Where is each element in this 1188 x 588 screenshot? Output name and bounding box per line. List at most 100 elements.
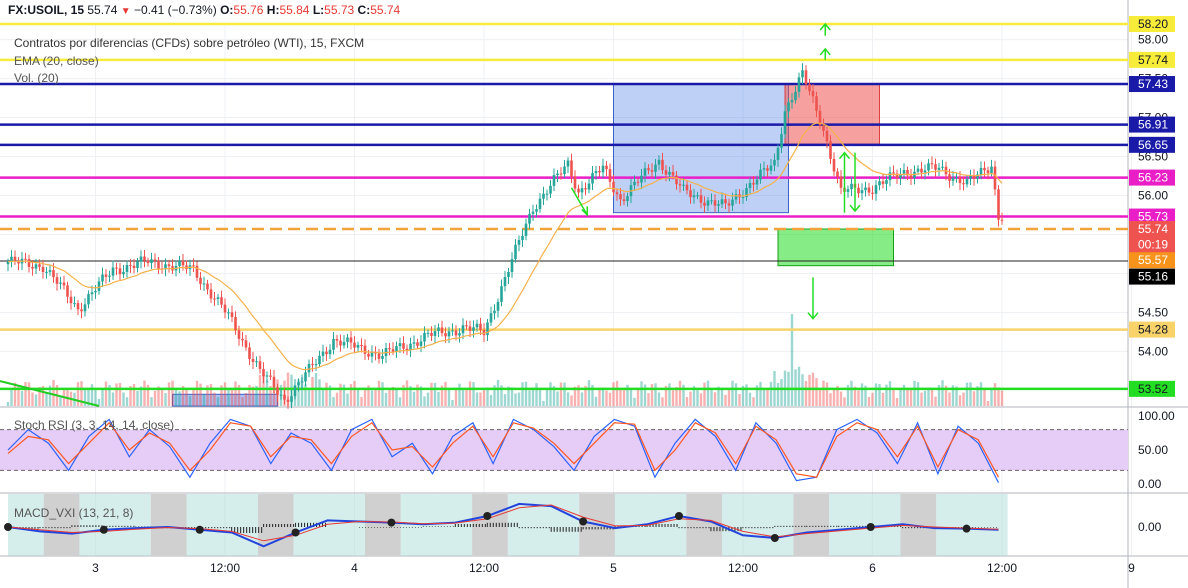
- macd-legend[interactable]: MACD_VXI (13, 21, 8): [14, 506, 134, 520]
- candle-body: [958, 176, 962, 184]
- volume-bar: [202, 394, 206, 406]
- candle-body: [391, 349, 395, 352]
- volume-bar: [647, 393, 650, 406]
- stoch-rsi-legend[interactable]: Stoch RSI (3, 3, 14, 14, close): [14, 418, 175, 432]
- candle-body: [97, 281, 101, 291]
- low-value: 55.73: [324, 3, 355, 17]
- volume-bar: [13, 382, 17, 406]
- candle-body: [521, 235, 524, 241]
- volume-bar: [573, 386, 577, 406]
- candle-body: [846, 189, 850, 192]
- volume-bar: [461, 388, 465, 406]
- candle-body: [685, 184, 689, 191]
- ema-legend[interactable]: EMA (20, close): [14, 54, 99, 68]
- volume-bar: [139, 386, 143, 406]
- volume-bar: [846, 384, 850, 406]
- high-value: 55.84: [279, 3, 310, 17]
- price-tick-label: 54.00: [1138, 344, 1168, 358]
- volume-bar: [430, 382, 433, 406]
- candle-body: [440, 327, 444, 334]
- volume-bar: [790, 314, 794, 406]
- volume-bar: [657, 392, 661, 406]
- volume-bar: [157, 386, 160, 406]
- candle-body: [430, 332, 433, 336]
- candle-body: [118, 268, 122, 275]
- volume-bar: [220, 385, 223, 406]
- candle-body: [342, 341, 346, 346]
- volume-bar: [517, 392, 521, 406]
- volume-bar: [643, 384, 647, 406]
- volume-bar: [1000, 390, 1004, 406]
- series-title[interactable]: Contratos por diferencias (CFDs) sobre p…: [14, 36, 365, 50]
- candle-body: [979, 167, 983, 175]
- candle-body: [279, 394, 283, 396]
- candle-body: [601, 165, 605, 173]
- candle-body: [223, 304, 227, 313]
- candle-body: [87, 294, 90, 305]
- volume-bar: [447, 388, 451, 406]
- candle-body: [377, 353, 381, 359]
- time-tick-label: 12:00: [469, 561, 499, 575]
- volume-bar: [612, 382, 615, 406]
- volume-bar: [94, 389, 97, 406]
- volume-bar: [689, 391, 692, 406]
- candle-body: [6, 261, 10, 265]
- candle-body: [269, 375, 272, 377]
- candle-body: [650, 170, 654, 172]
- candle-body: [181, 260, 185, 266]
- volume-bar: [839, 391, 843, 406]
- volume-bar: [444, 381, 447, 406]
- candle-body: [286, 399, 290, 402]
- candle-body: [356, 344, 360, 348]
- volume-bar: [48, 385, 52, 406]
- candle-body: [244, 340, 248, 348]
- candle-body: [447, 331, 451, 337]
- candle-body: [314, 364, 318, 366]
- volume-bar: [671, 390, 675, 406]
- candle-body: [17, 260, 20, 264]
- candle-body: [885, 180, 888, 184]
- volume-bar: [857, 390, 860, 406]
- macd-bg-segment: [222, 494, 258, 556]
- time-tick-label: 9: [1128, 561, 1135, 575]
- price-tag-55.16: 55.16: [1138, 270, 1168, 284]
- candle-body: [906, 169, 909, 176]
- volume-bar: [549, 382, 552, 406]
- open-value: 55.76: [233, 3, 264, 17]
- volume-bar: [472, 382, 475, 406]
- candle-body: [654, 164, 657, 172]
- candle-body: [633, 181, 636, 186]
- macd-bg-segment: [186, 494, 223, 556]
- candle-body: [104, 274, 108, 277]
- volume-legend[interactable]: Vol. (20): [14, 71, 59, 85]
- macd-cross-dot: [483, 512, 492, 520]
- volume-bar: [941, 380, 944, 406]
- candle-body: [699, 195, 703, 203]
- macd-bg-segment: [79, 494, 116, 556]
- candle-body: [535, 209, 538, 212]
- candle-body: [867, 187, 871, 193]
- volume-bar: [136, 390, 139, 406]
- candle-body: [787, 102, 790, 112]
- candle-body: [682, 184, 685, 186]
- volume-bar: [801, 374, 804, 406]
- volume-bar: [703, 382, 706, 406]
- volume-bar: [241, 397, 244, 406]
- macd-cross-dot: [291, 528, 300, 537]
- candle-body: [976, 174, 979, 179]
- volume-bar: [874, 383, 878, 406]
- candle-body: [920, 168, 923, 173]
- time-tick-label: 12:00: [210, 561, 240, 575]
- candle-body: [710, 200, 713, 202]
- candle-body: [668, 171, 671, 175]
- candle-body: [13, 256, 17, 261]
- volume-bar: [178, 391, 181, 406]
- volume-bar: [710, 388, 713, 406]
- candle-body: [839, 176, 843, 188]
- candle-body: [836, 171, 839, 177]
- volume-bar: [615, 380, 619, 406]
- candle-body: [1000, 219, 1004, 221]
- candle-body: [73, 303, 76, 305]
